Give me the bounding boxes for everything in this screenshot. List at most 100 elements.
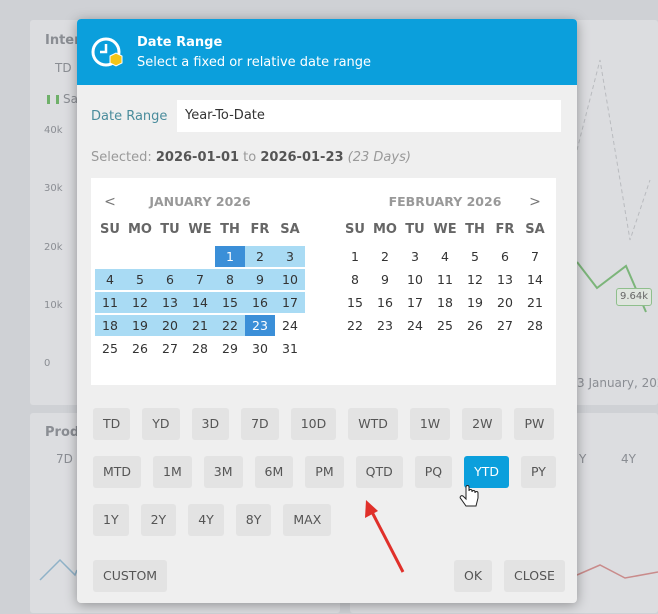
annotation-arrow [370, 511, 405, 573]
day[interactable]: 26 [467, 318, 483, 333]
close-button[interactable]: CLOSE [504, 560, 565, 592]
day[interactable]: 31 [282, 341, 298, 356]
bg-menu: ⋮ [655, 31, 658, 50]
day[interactable]: 20 [162, 318, 178, 333]
bg-line [39, 558, 78, 581]
day[interactable]: 5 [471, 249, 479, 264]
day[interactable]: 12 [467, 272, 483, 287]
day[interactable]: 22 [347, 318, 363, 333]
day-highlight [275, 292, 305, 313]
day[interactable]: 7 [196, 272, 204, 287]
day[interactable]: 17 [407, 295, 423, 310]
day[interactable]: 10 [407, 272, 423, 287]
quick-range-button[interactable]: 1M [153, 456, 192, 488]
quick-range-button[interactable]: 3M [203, 456, 243, 488]
day[interactable]: 27 [162, 341, 178, 356]
day[interactable]: 21 [527, 295, 543, 310]
day[interactable]: 5 [136, 272, 144, 287]
day[interactable]: 9 [381, 272, 389, 287]
day[interactable]: 12 [132, 295, 148, 310]
day[interactable]: 15 [222, 295, 238, 310]
day[interactable]: 11 [437, 272, 453, 287]
day[interactable]: 19 [132, 318, 148, 333]
day[interactable]: 10 [282, 272, 298, 287]
day[interactable]: 2 [381, 249, 389, 264]
day[interactable]: 21 [192, 318, 208, 333]
day[interactable]: 13 [497, 272, 513, 287]
day[interactable]: 13 [162, 295, 178, 310]
day-highlight [125, 269, 155, 290]
day[interactable]: 26 [132, 341, 148, 356]
quick-range-button[interactable]: PM [305, 456, 344, 488]
quick-range-button[interactable]: 3D [191, 408, 230, 440]
quick-range-row: MTD 1M 3M 6M PM QTD PQ YTD PY [93, 456, 556, 488]
day[interactable]: 28 [527, 318, 543, 333]
day-highlight [275, 269, 305, 290]
quick-range-button[interactable]: YTD [464, 456, 510, 488]
bg-point-label: 9.64k [616, 288, 652, 306]
day[interactable]: 9 [256, 272, 264, 287]
day[interactable]: 19 [467, 295, 483, 310]
day[interactable]: 3 [286, 249, 294, 264]
day[interactable]: 24 [282, 318, 298, 333]
day[interactable]: 22 [222, 318, 238, 333]
day[interactable]: 18 [437, 295, 453, 310]
day[interactable]: 8 [351, 272, 359, 287]
day[interactable]: 4 [106, 272, 114, 287]
day[interactable]: 6 [501, 249, 509, 264]
quick-range-button[interactable]: 4Y [188, 504, 224, 536]
quick-range-button[interactable]: MTD [93, 456, 142, 488]
quick-range-button[interactable]: PQ [414, 456, 453, 488]
day[interactable]: 29 [222, 341, 238, 356]
day[interactable]: 25 [437, 318, 453, 333]
day[interactable]: 18 [102, 318, 118, 333]
day[interactable]: 11 [102, 295, 118, 310]
day[interactable]: 23 [252, 318, 268, 333]
day[interactable]: 2 [256, 249, 264, 264]
quick-range-button[interactable]: 1W [409, 408, 451, 440]
day[interactable]: 7 [531, 249, 539, 264]
ok-button[interactable]: OK [454, 560, 493, 592]
day[interactable]: 24 [407, 318, 423, 333]
day[interactable]: 28 [192, 341, 208, 356]
quick-range-button[interactable]: PW [514, 408, 555, 440]
day-highlight [215, 292, 245, 313]
day[interactable]: 1 [351, 249, 359, 264]
bg-tab: 4Y [621, 452, 636, 466]
day[interactable]: 16 [252, 295, 268, 310]
quick-range-button[interactable]: QTD [355, 456, 403, 488]
quick-range-button[interactable]: TD [93, 408, 131, 440]
day[interactable]: 17 [282, 295, 298, 310]
day[interactable]: 27 [497, 318, 513, 333]
quick-range-button[interactable]: MAX [283, 504, 332, 536]
quick-range-button[interactable]: PY [521, 456, 556, 488]
day[interactable]: 8 [226, 272, 234, 287]
quick-range-button[interactable]: 1Y [93, 504, 129, 536]
quick-range-button[interactable]: YD [142, 408, 180, 440]
day[interactable]: 4 [441, 249, 449, 264]
quick-range-button[interactable]: 2Y [140, 504, 177, 536]
day[interactable]: 23 [377, 318, 393, 333]
day-highlight [185, 315, 215, 336]
day[interactable]: 30 [252, 341, 268, 356]
prev-month[interactable]: < [104, 194, 116, 210]
quick-range-button[interactable]: 6M [254, 456, 294, 488]
next-month[interactable]: > [529, 194, 541, 210]
day[interactable]: 14 [527, 272, 543, 287]
quick-range-button[interactable]: 7D [241, 408, 279, 440]
quick-range-button[interactable]: WTD [348, 408, 398, 440]
quick-range-button[interactable]: 2W [462, 408, 503, 440]
day[interactable]: 15 [347, 295, 363, 310]
day[interactable]: 14 [192, 295, 208, 310]
quick-range-button[interactable]: 8Y [235, 504, 272, 536]
day[interactable]: 6 [166, 272, 174, 287]
day[interactable]: 1 [226, 249, 234, 264]
quick-range-button[interactable]: 10D [290, 408, 337, 440]
day[interactable]: 3 [411, 249, 419, 264]
custom-button[interactable]: CUSTOM [93, 560, 168, 592]
bg-y-tick: 10k [44, 299, 63, 311]
field-input[interactable]: Year-To-Date [177, 100, 561, 132]
day[interactable]: 16 [377, 295, 393, 310]
day[interactable]: 20 [497, 295, 513, 310]
day[interactable]: 25 [102, 341, 118, 356]
